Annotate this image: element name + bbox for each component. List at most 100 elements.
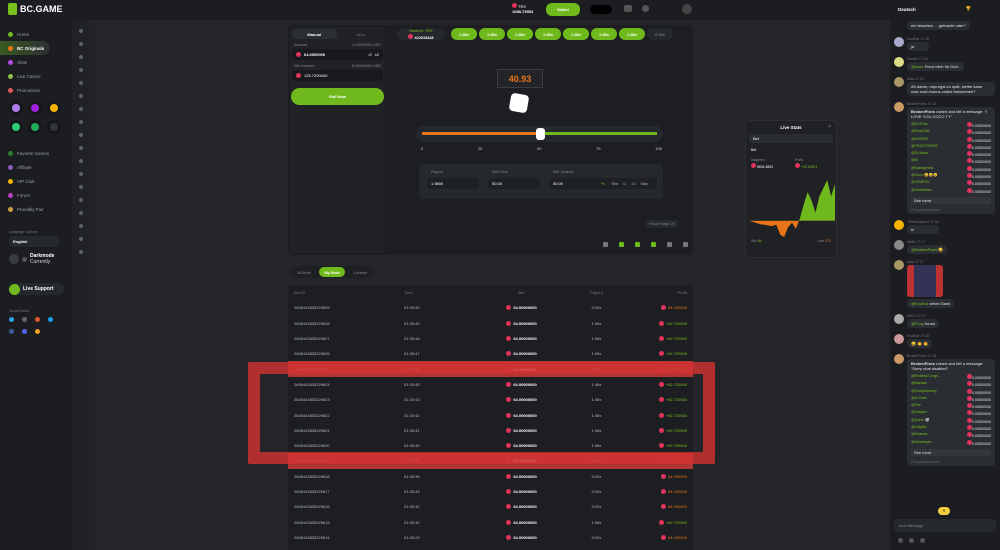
table-row[interactable]: 2606443835329620 01:35:39 64.00000000 1.98x… — [288, 438, 693, 453]
share-icon[interactable] — [603, 242, 608, 247]
facebook-icon[interactable] — [9, 329, 14, 334]
chat-username[interactable]: ~BellaCapeed — [907, 219, 930, 224]
game-category-icon[interactable] — [78, 185, 83, 189]
game-category-icon[interactable] — [78, 94, 83, 98]
bet-id[interactable]: 2606443835329627 — [294, 336, 330, 342]
sidebar-item-forum[interactable]: Forum — [0, 188, 72, 202]
emoji-icon[interactable] — [898, 538, 903, 543]
avatar[interactable] — [894, 102, 904, 112]
twitter-icon[interactable] — [48, 317, 53, 322]
game-category-icon[interactable] — [78, 198, 83, 202]
inbox-icon[interactable] — [624, 5, 632, 12]
game-category-icon[interactable] — [78, 29, 83, 33]
tab-all-bets[interactable]: All Bets — [297, 269, 311, 275]
table-row[interactable]: 2606443835329621 01:35:41 64.00000000 1.98x… — [288, 423, 693, 438]
avatar[interactable] — [894, 57, 904, 67]
roll-over-input[interactable]: 50.00 — [488, 178, 540, 189]
history-result[interactable]: 1.98x — [479, 28, 505, 40]
game-category-icon[interactable] — [78, 120, 83, 124]
roll-slider[interactable] — [416, 126, 663, 142]
sidebar-item-favorite-games[interactable]: Favorite Games — [0, 146, 72, 160]
win-chance-input[interactable]: 50.00% Min/2 x2 Max — [549, 178, 657, 189]
sidebar-item-bc-originals[interactable]: BC Originals — [0, 41, 50, 55]
quick-button-x2[interactable]: x2 — [631, 181, 636, 186]
game-shortcut-icon[interactable] — [47, 120, 61, 134]
game-category-icon[interactable] — [78, 55, 83, 59]
chat-username[interactable]: BrokenFixes — [907, 102, 927, 106]
sidebar-item-live-casino[interactable]: Live Casino — [0, 69, 72, 83]
history-result[interactable]: 1.98x — [507, 28, 533, 40]
history-result[interactable]: 0.00x — [647, 28, 673, 40]
game-shortcut-icon[interactable] — [9, 120, 23, 134]
table-row[interactable]: 2606443835329615 01:35:30 64.00000000 1.98x… — [288, 514, 693, 529]
chat-username[interactable]: NeOx — [907, 313, 916, 318]
discord-icon[interactable] — [22, 329, 27, 334]
see-more-button[interactable]: See more — [911, 448, 991, 456]
avatar[interactable] — [894, 77, 904, 87]
quick-button-max[interactable]: Max — [640, 181, 649, 186]
tab-manual[interactable]: Manual — [292, 29, 337, 39]
logo[interactable]: BC.GAME — [8, 3, 63, 15]
live-support-button[interactable]: Live Support — [9, 283, 64, 295]
live-stats-panel[interactable]: Live Stats × Bet Bet Wagered Profit 6604.… — [745, 120, 837, 258]
chat-username[interactable]: Dersiel — [907, 57, 918, 61]
game-category-icon[interactable] — [78, 211, 83, 215]
slider-handle[interactable] — [535, 128, 545, 140]
bet-id[interactable]: 2606443835329629 — [294, 305, 330, 311]
table-row[interactable]: 2606443835329624 01:35:45 64.00000000 1.98x… — [288, 377, 693, 392]
bet-id[interactable]: 2606443835329626 — [294, 351, 330, 357]
avatar[interactable] — [894, 333, 904, 344]
bitcoin-icon[interactable] — [35, 329, 40, 334]
game-category-icon[interactable] — [78, 146, 83, 150]
bet-id[interactable]: 2606443835329623 — [294, 397, 330, 403]
game-category-icon[interactable] — [78, 250, 83, 254]
bet-id[interactable]: 2606443835329618 — [294, 473, 330, 479]
avatar[interactable] — [894, 259, 904, 270]
history-result[interactable]: 1.98x — [591, 28, 617, 40]
history-result[interactable]: 1.98x — [451, 28, 477, 40]
balance-display[interactable]: TRX 1088.73553 — [512, 3, 534, 14]
chat-username[interactable]: Alda — [907, 259, 915, 264]
bet-id[interactable]: 2606443835329620 — [294, 443, 330, 449]
game-category-icon[interactable] — [78, 159, 83, 163]
double-button[interactable]: x2 — [374, 52, 379, 57]
avatar[interactable] — [894, 353, 904, 364]
chat-username[interactable]: KoolKat — [907, 333, 920, 338]
game-category-icon[interactable] — [78, 237, 83, 241]
game-category-icon[interactable] — [78, 81, 83, 85]
quick-button-min[interactable]: Min — [611, 181, 619, 186]
chat-username[interactable]: Mktik — [907, 239, 916, 244]
table-row[interactable]: 2606443835329622 01:35:42 64.00000000 1.98x… — [288, 407, 693, 422]
chat-toggle-icon[interactable] — [682, 4, 692, 14]
calendar-icon[interactable] — [635, 242, 640, 247]
chat-username[interactable]: KoolKat — [907, 37, 920, 41]
bet-id[interactable]: 2606443835329615 — [294, 519, 330, 525]
avatar[interactable] — [894, 239, 904, 250]
table-row[interactable]: 2606443835329618 01:35:36 64.00000000 0.00x… — [288, 469, 693, 484]
gif-icon[interactable] — [909, 538, 914, 543]
telegram-icon[interactable] — [9, 317, 14, 322]
stats-icon[interactable] — [651, 242, 656, 247]
game-shortcut-icon[interactable] — [47, 101, 61, 115]
language-select[interactable]: English — [9, 236, 59, 247]
table-row[interactable]: 2606443835329619 01:35:38 64.00000000 0.00x… — [288, 453, 693, 469]
darkmode-toggle[interactable]: Darkmode Currently — [0, 247, 72, 271]
chat-message-input[interactable]: Your Message — [894, 519, 996, 532]
table-row[interactable]: 2606443835329616 01:35:32 64.00000000 0.00x… — [288, 499, 693, 514]
sidebar-item-affiliate[interactable]: Affiliate — [0, 160, 72, 174]
table-row[interactable]: 2606443835329628 01:35:49 64.00000000 1.98x… — [288, 316, 693, 331]
table-row[interactable]: 2606443835329625 01:35:46 64.00000000 1.98x… — [288, 361, 693, 377]
bet-id[interactable]: 2606443835329628 — [294, 320, 330, 326]
chat-mention[interactable]: @BrokenFixes — [911, 246, 938, 252]
bet-id[interactable]: 2606443835329616 — [294, 504, 330, 510]
chat-mention[interactable]: @Fony — [911, 320, 924, 326]
bitcointalk-icon[interactable] — [22, 317, 27, 322]
toggle-switch[interactable] — [590, 5, 612, 14]
game-category-icon[interactable] — [78, 68, 83, 72]
roll-now-button[interactable]: Roll Now — [291, 88, 384, 105]
game-category-icon[interactable] — [78, 172, 83, 176]
history-result[interactable]: 1.98x — [563, 28, 589, 40]
chat-username[interactable]: BrokenFixes — [907, 353, 927, 358]
coin-icon[interactable] — [920, 538, 925, 543]
new-messages-badge[interactable]: 9 — [938, 507, 950, 515]
